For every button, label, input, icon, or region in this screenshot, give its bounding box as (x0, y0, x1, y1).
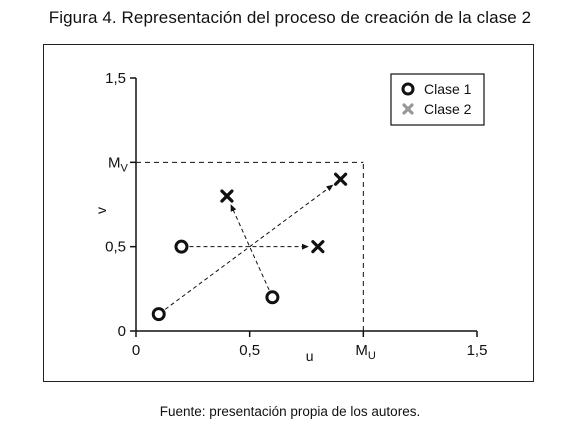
figure-frame (43, 44, 534, 382)
x-tick-label: 0,5 (239, 342, 260, 359)
point-clase-2 (220, 189, 234, 203)
x-marker-stroke (311, 240, 325, 254)
y-tick-label: 1,5 (105, 70, 126, 87)
legend-label: Clase 2 (424, 101, 472, 117)
transition-arrow (164, 184, 334, 310)
point-clase-2 (311, 240, 325, 254)
point-clase-1 (174, 239, 189, 254)
x-tick-label: 0 (132, 342, 140, 359)
y-tick-label: 0 (118, 323, 126, 340)
x-axis-label: u (306, 348, 314, 364)
y-tick-label: 0,5 (105, 239, 126, 256)
legend-box (390, 73, 485, 126)
x-marker-stroke (402, 103, 414, 115)
legend-marker-clase-1 (401, 82, 415, 96)
legend-label: Clase 1 (424, 81, 472, 97)
legend-marker-clase-2 (402, 103, 414, 115)
x-marker-stroke (334, 172, 348, 186)
transition-arrow (230, 204, 270, 291)
y-tick-label-mv: MV (108, 154, 129, 174)
point-clase-1 (151, 307, 166, 322)
y-axis-label: v (93, 207, 109, 214)
x-tick-label-mu: MU (355, 342, 376, 362)
point-clase-2 (334, 172, 348, 186)
figure-title: Figura 4. Representación del proceso de … (48, 8, 532, 27)
x-tick-label: 1,5 (467, 342, 488, 359)
point-clase-1 (265, 290, 280, 305)
x-marker-stroke (220, 189, 234, 203)
figure-source: Fuente: presentación propia de los autor… (159, 404, 421, 419)
